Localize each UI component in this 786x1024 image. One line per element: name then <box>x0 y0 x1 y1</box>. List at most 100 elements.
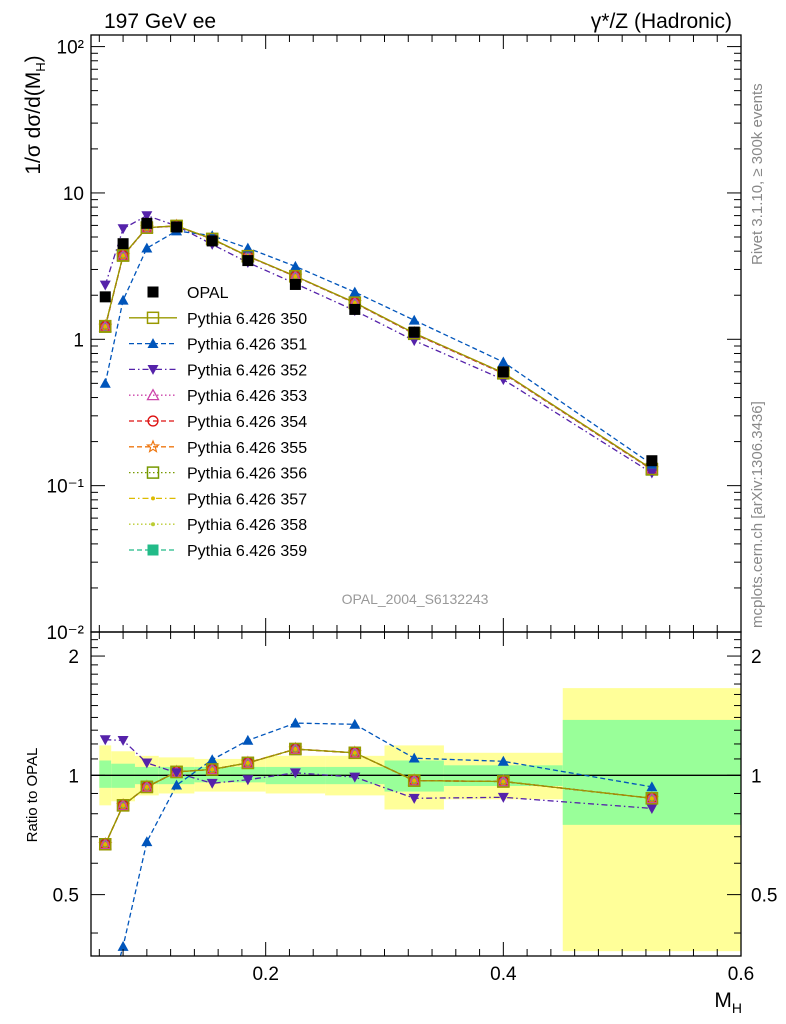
ratio-y-tick-label: 0.5 <box>53 886 79 907</box>
ratio-point-series-7 <box>501 779 506 784</box>
ratio-point-series-1 <box>408 752 420 763</box>
legend-marker <box>145 439 161 453</box>
ratio-frame <box>90 631 742 957</box>
main-point-series-2 <box>408 314 420 325</box>
ratio-point-series-2 <box>646 804 658 814</box>
legend-marker <box>146 388 160 401</box>
main-point-series-0 <box>171 221 183 233</box>
ratio-y-tick-label: 1 <box>68 766 79 787</box>
ratio-point-series-2 <box>171 768 183 779</box>
ratio-point-series-3 <box>140 780 154 792</box>
ratio-point-series-1 <box>117 940 129 951</box>
watermark-label: OPAL_2004_S6132243 <box>342 591 489 607</box>
ratio-point-series-3 <box>407 773 421 786</box>
ratio-point-series-2 <box>349 772 361 783</box>
main-y-tick-label: 10 <box>63 184 84 205</box>
ratio-point-series-3 <box>348 745 362 758</box>
ratio-point-series-3 <box>205 762 219 775</box>
legend-marker <box>147 415 159 427</box>
ratio-point-series-0 <box>205 763 219 776</box>
ratio-point-series-7 <box>412 778 417 783</box>
ratio-point-series-0 <box>99 838 112 851</box>
ratio-point-series-1 <box>100 1005 111 1015</box>
legend-entry-label: Pythia 6.426 354 <box>187 414 307 431</box>
ratio-point-series-2 <box>289 768 301 779</box>
main-point-series-0 <box>117 238 129 250</box>
main-axes: 10⁻² 10⁻¹ 1 10 10² <box>47 34 742 644</box>
ratio-point-series-3 <box>116 798 130 811</box>
ratio-point-series-0 <box>645 792 659 805</box>
main-y-tick-label: 10⁻¹ <box>47 477 85 498</box>
legend-entry-label: Pythia 6.426 358 <box>187 517 307 534</box>
ratio-point-series-1 <box>171 779 183 790</box>
rivet-version-label: Rivet 3.1.10, ≥ 300k events <box>749 83 766 265</box>
legend-entry-label: Pythia 6.426 355 <box>187 440 307 457</box>
mcplots-label: mcplots.cern.ch [arXiv:1306.3436] <box>749 401 766 628</box>
main-point-series-1 <box>116 249 130 262</box>
ratio-point-series-2 <box>497 792 509 803</box>
legend-marker <box>147 365 159 375</box>
main-point-series-0 <box>349 303 361 315</box>
ratio-point-series-7 <box>103 842 108 847</box>
x-tick-label: 0.2 <box>252 964 278 985</box>
legend: OPAL Pythia 6.426 350 Pythia 6.426 351 Pyth… <box>129 285 307 560</box>
main-y-tick-label: 1 <box>73 330 84 351</box>
legend-entry-label: Pythia 6.426 350 <box>187 311 307 328</box>
main-y-tick-label: 10⁻² <box>47 623 85 644</box>
ratio-line-series-2 <box>105 739 652 810</box>
header-right: γ*/Z (Hadronic) <box>591 10 732 33</box>
legend-marker <box>147 544 159 556</box>
main-line-series-3 <box>104 214 653 474</box>
ratio-uncertainty-bands <box>91 688 741 952</box>
main-point-series-2 <box>99 377 111 388</box>
main-point-series-0 <box>408 326 420 338</box>
ratio-point-series-2 <box>99 735 111 746</box>
legend-entry-label: Pythia 6.426 357 <box>187 491 307 508</box>
ratio-point-series-0 <box>116 799 130 812</box>
legend-marker <box>146 466 160 479</box>
main-point-series-3 <box>646 468 658 479</box>
ratio-point-series-3 <box>645 791 659 804</box>
x-tick-label: 0.6 <box>728 964 754 985</box>
main-y-axis-label: 1/σ dσ/d(MH) <box>22 55 48 174</box>
ratio-point-series-7 <box>121 803 126 808</box>
main-point-series-0 <box>242 255 254 267</box>
ratio-point-series-0 <box>407 774 421 787</box>
ratio-point-series-1 <box>497 755 509 766</box>
ratio-point-series-0 <box>170 765 183 779</box>
legend-marker <box>146 311 160 325</box>
main-y-tick-label: 10² <box>57 38 84 59</box>
ratio-series-markers <box>98 717 659 1015</box>
legend-marker <box>151 496 155 501</box>
legend-entry-label: Pythia 6.426 352 <box>187 362 307 379</box>
legend-entry-label: Pythia 6.426 351 <box>187 337 307 354</box>
ratio-point-series-3 <box>288 742 302 755</box>
ratio-point-series-7 <box>293 747 298 752</box>
main-point-series-0 <box>141 217 153 229</box>
main-point-series-0 <box>206 235 218 247</box>
legend-entry-label: Pythia 6.426 359 <box>187 543 307 560</box>
main-point-series-8 <box>121 253 126 258</box>
ratio-point-series-0 <box>140 780 154 794</box>
main-point-series-2 <box>117 294 129 305</box>
main-point-series-0 <box>646 455 658 467</box>
ratio-point-series-1 <box>206 754 218 765</box>
ratio-point-series-3 <box>98 837 112 850</box>
ratio-point-series-7 <box>649 796 654 801</box>
ratio-y-axis-label: Ratio to OPAL <box>24 748 41 843</box>
ratio-point-series-2 <box>206 778 218 789</box>
main-series-markers <box>98 211 660 479</box>
ratio-point-series-0 <box>348 746 362 760</box>
main-point-series-0 <box>289 278 301 290</box>
legend-marker <box>147 286 159 298</box>
ratio-point-series-2 <box>408 793 420 804</box>
main-point-series-8 <box>352 300 357 305</box>
main-point-series-2 <box>497 356 509 367</box>
ratio-point-series-2 <box>242 775 254 786</box>
x-axis-label: MH <box>714 989 742 1016</box>
ratio-point-series-1 <box>349 718 361 729</box>
ratio-y-tick-label-right: 1 <box>751 766 762 787</box>
main-point-series-8 <box>103 324 108 329</box>
ratio-axes: 0.5 0.5 1 1 2 2 0.2 0.4 0.6 <box>53 631 777 985</box>
ratio-point-series-0 <box>241 756 255 770</box>
